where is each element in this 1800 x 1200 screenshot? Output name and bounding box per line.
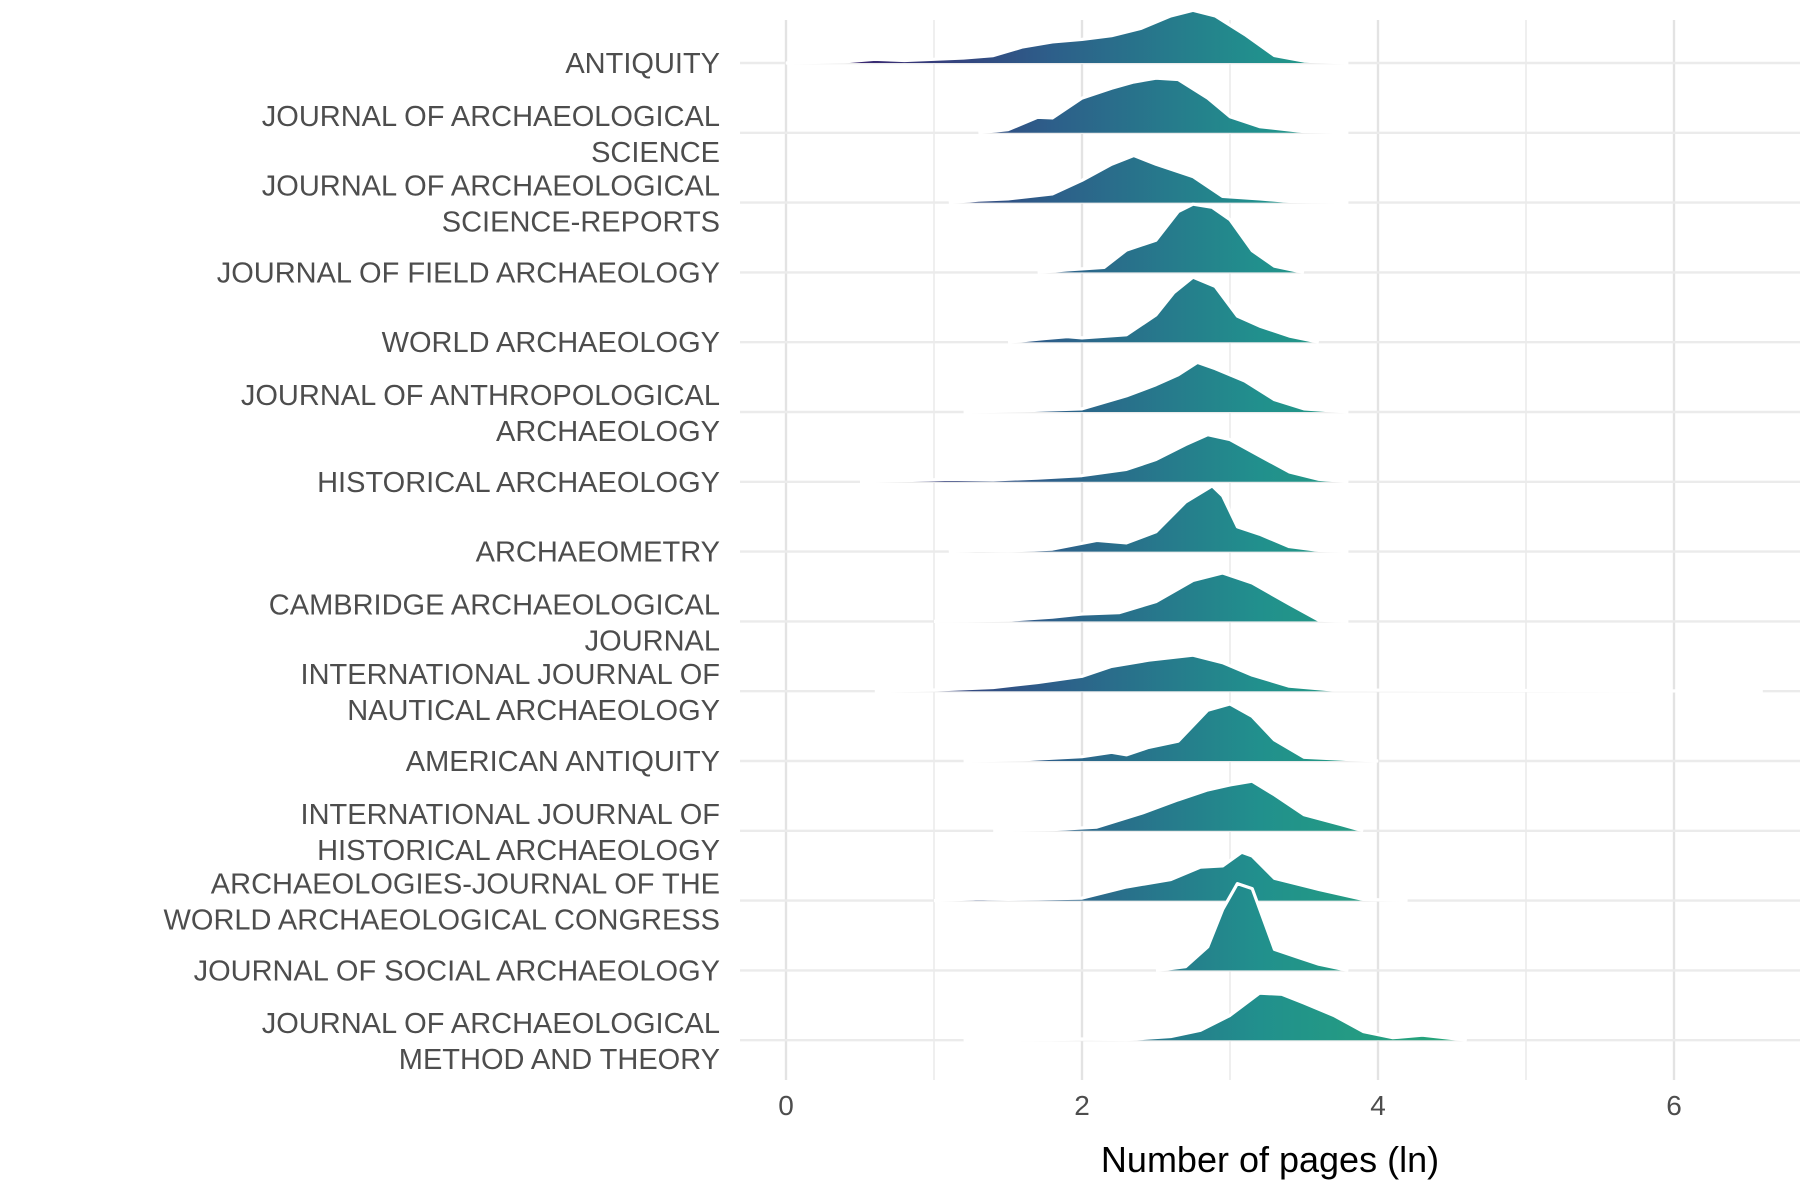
- ridge-fill: [1156, 883, 1349, 971]
- ridge-fill: [786, 10, 1349, 64]
- ridge-fill: [874, 655, 1763, 692]
- ridge-fill: [934, 573, 1349, 622]
- y-axis-label: METHOD AND THEORY: [399, 1044, 720, 1076]
- ridge-outline: [874, 653, 1763, 693]
- ridge: [963, 360, 1349, 414]
- ridge-fill: [963, 362, 1349, 412]
- y-axis-label: JOURNAL OF ARCHAEOLOGICAL: [262, 101, 720, 133]
- ridge: [978, 76, 1349, 135]
- ridge-outline: [785, 8, 1349, 65]
- ridge: [859, 433, 1349, 484]
- ridge-outline: [963, 991, 1467, 1042]
- y-axis-label: JOURNAL OF ANTHROPOLOGICAL: [241, 380, 720, 412]
- y-axis-label: HISTORICAL ARCHAEOLOGY: [317, 835, 720, 867]
- x-tick-label: 4: [1370, 1090, 1386, 1121]
- ridge-outline: [859, 433, 1349, 484]
- ridge: [963, 991, 1467, 1042]
- ridge: [1007, 275, 1320, 344]
- ridge: [963, 702, 1379, 763]
- ridge-outline: [1155, 882, 1349, 972]
- ridge-outline: [948, 484, 1349, 554]
- ridge-fill: [963, 993, 1467, 1041]
- ridge-fill: [1037, 204, 1304, 273]
- ridge-outline: [963, 360, 1349, 414]
- y-axis-label: ANTIQUITY: [565, 48, 720, 80]
- ridge-outline: [978, 76, 1349, 135]
- ridge-fill: [993, 781, 1364, 831]
- ridge: [874, 653, 1763, 693]
- ridge-outline: [963, 702, 1379, 763]
- y-axis-label: JOURNAL OF ARCHAEOLOGICAL: [262, 1008, 720, 1040]
- ridge-fill: [934, 852, 1408, 901]
- ridge-fill: [978, 78, 1349, 133]
- x-axis-ticks: 0 2 4 6: [778, 1090, 1682, 1121]
- ridge-outline: [1007, 275, 1320, 344]
- y-axis-label: INTERNATIONAL JOURNAL OF: [301, 799, 720, 831]
- ridge-outline: [948, 153, 1349, 205]
- y-axis-label: ARCHAEOLOGY: [496, 416, 720, 448]
- ridge: [1037, 202, 1305, 274]
- x-axis-title: Number of pages (ln): [1101, 1139, 1439, 1180]
- ridge-outline: [993, 779, 1364, 833]
- x-tick-label: 0: [778, 1090, 794, 1121]
- ridge-fill: [860, 434, 1349, 482]
- ridge: [785, 8, 1349, 65]
- ridge-outline: [933, 850, 1408, 903]
- y-axis-label: WORLD ARCHAEOLOGICAL CONGRESS: [164, 905, 720, 937]
- ridges: [785, 8, 1763, 1042]
- x-tick-label: 2: [1074, 1090, 1090, 1121]
- y-axis-label: JOURNAL OF ARCHAEOLOGICAL: [262, 171, 720, 203]
- ridge-fill: [948, 485, 1349, 552]
- y-axis-label: HISTORICAL ARCHAEOLOGY: [317, 467, 720, 499]
- ridge: [993, 779, 1364, 833]
- y-axis-label: JOURNAL: [585, 625, 720, 657]
- y-axis-label: SCIENCE: [591, 137, 720, 169]
- ridge: [948, 153, 1349, 205]
- y-axis-label: JOURNAL OF SOCIAL ARCHAEOLOGY: [194, 955, 720, 987]
- y-axis-label: AMERICAN ANTIQUITY: [406, 746, 720, 778]
- ridge-outline: [933, 571, 1349, 623]
- ridge-fill: [948, 155, 1349, 203]
- ridge-outline: [1037, 202, 1305, 274]
- y-axis-label: NAUTICAL ARCHAEOLOGY: [347, 695, 720, 727]
- y-axis-label: ARCHAEOMETRY: [476, 537, 720, 569]
- ridge-fill: [1008, 277, 1319, 343]
- y-axis-label: WORLD ARCHAEOLOGY: [382, 327, 720, 359]
- ridge: [948, 484, 1349, 554]
- y-axis-label: ARCHAEOLOGIES-JOURNAL OF THE: [211, 869, 720, 901]
- ridge: [933, 850, 1408, 903]
- y-axis-label: CAMBRIDGE ARCHAEOLOGICAL: [269, 589, 720, 621]
- y-axis-label: SCIENCE-REPORTS: [442, 207, 720, 239]
- ridge: [933, 571, 1349, 623]
- y-axis-label: JOURNAL OF FIELD ARCHAEOLOGY: [217, 257, 720, 289]
- x-tick-label: 6: [1666, 1090, 1682, 1121]
- y-axis-label: INTERNATIONAL JOURNAL OF: [301, 659, 720, 691]
- ridge-fill: [963, 704, 1378, 761]
- ridge: [1155, 882, 1349, 972]
